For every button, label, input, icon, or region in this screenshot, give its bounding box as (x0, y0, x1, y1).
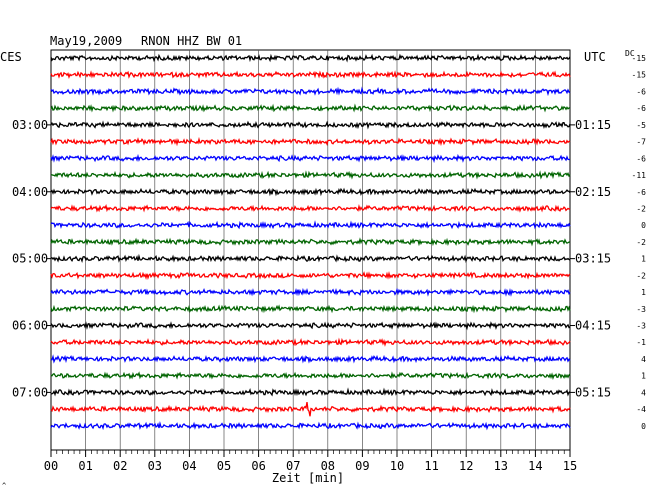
dc-offset-value: -2 (636, 271, 646, 280)
header-station: RNON HHZ BW 01 (141, 34, 242, 48)
header-date: May19,2009 (50, 34, 122, 48)
x-tick-label: 03 (148, 459, 162, 473)
left-hour-label: 06:00 (12, 319, 48, 333)
trace-line (50, 136, 571, 147)
dc-offset-value: 4 (641, 388, 646, 397)
trace-line (50, 287, 571, 297)
trace-line (50, 204, 571, 213)
right-hour-label: 03:15 (575, 252, 611, 266)
trace-line (50, 170, 571, 180)
x-axis-ticks: 00 01 02 03 04 05 06 07 08 09 10 11 12 13 14 15 (44, 450, 577, 473)
x-tick-label: 06 (251, 459, 265, 473)
x-tick-label: 11 (424, 459, 438, 473)
dc-label: DC (625, 49, 635, 58)
trace-line (50, 321, 571, 331)
x-tick-label: 10 (390, 459, 404, 473)
trace-line (50, 86, 571, 97)
trace-line (50, 253, 571, 264)
dc-offset-value: -6 (636, 104, 646, 113)
trace-line (50, 187, 571, 197)
trace-line (50, 304, 571, 314)
x-tick-label: 15 (563, 459, 577, 473)
left-hour-label: 07:00 (12, 385, 48, 399)
dc-offset-value: -11 (632, 171, 647, 180)
trace-line (50, 354, 571, 364)
x-tick-label: 04 (182, 459, 196, 473)
dc-offset-value: -4 (636, 405, 646, 414)
left-hour-label: 03:00 (12, 118, 48, 132)
x-tick-label: 02 (113, 459, 127, 473)
dc-offset-value: -3 (636, 322, 646, 331)
trace-line (50, 237, 571, 247)
trace-line (50, 371, 571, 380)
trace-line (50, 120, 571, 130)
trace-line (50, 420, 571, 431)
dc-offset-value: 1 (641, 255, 646, 264)
dc-offset-value: 4 (641, 355, 646, 364)
trace-line (50, 387, 571, 397)
trace-line (50, 220, 571, 230)
dc-offset-value: -6 (636, 188, 646, 197)
x-tick-label: 07 (286, 459, 300, 473)
x-tick-label: 09 (355, 459, 369, 473)
left-hour-label: 05:00 (12, 252, 48, 266)
right-hour-label: 04:15 (575, 319, 611, 333)
dc-offset-value: 1 (641, 372, 646, 381)
dc-offset-value: -1 (636, 338, 646, 347)
right-time-labels: 01:15 02:15 03:15 04:15 05:15 (570, 118, 611, 399)
x-tick-label: 01 (78, 459, 92, 473)
dc-offset-value: -5 (636, 121, 646, 130)
x-tick-label: 12 (459, 459, 473, 473)
dc-offset-value: -15 (632, 71, 647, 80)
right-hour-label: 01:15 (575, 118, 611, 132)
trace-line (50, 70, 571, 80)
dc-offset-value: 0 (641, 422, 646, 431)
x-tick-label: 13 (494, 459, 508, 473)
left-time-labels: 03:00 04:00 05:00 06:00 07:00 (12, 118, 51, 399)
dc-offset-value: 1 (641, 288, 646, 297)
dc-offset-value: -6 (636, 87, 646, 96)
dc-offset-value: -6 (636, 154, 646, 163)
right-timezone-label: UTC (584, 50, 606, 64)
trace-group (50, 53, 571, 431)
trace-line (50, 337, 571, 347)
right-hour-label: 05:15 (575, 385, 611, 399)
trace-line (50, 271, 571, 281)
left-timezone-label: CES (0, 50, 22, 64)
trace-line (50, 401, 571, 417)
dc-offset-value: 0 (641, 221, 646, 230)
dc-offset-value: -7 (636, 138, 646, 147)
dc-offset-column: -15 -15 -6 -6 -5 -7 -6 -11 -6 -2 0 -2 1 -2 1 -3 -3 -1 4 1 4 -… (632, 54, 647, 431)
x-tick-label: 05 (217, 459, 231, 473)
x-tick-label: 00 (44, 459, 58, 473)
x-tick-label: 08 (321, 459, 335, 473)
dc-offset-value: -15 (632, 54, 647, 63)
x-axis-label: Zeit [min] (272, 471, 344, 485)
trace-line (50, 103, 571, 113)
right-hour-label: 02:15 (575, 185, 611, 199)
dc-offset-value: -2 (636, 204, 646, 213)
minute-grid (85, 50, 536, 450)
left-hour-label: 04:00 (12, 185, 48, 199)
trace-line (50, 153, 570, 164)
dc-offset-value: -2 (636, 238, 646, 247)
dc-offset-value: -3 (636, 305, 646, 314)
footer-mark: ^ (2, 482, 6, 490)
x-tick-label: 14 (528, 459, 542, 473)
trace-line (50, 53, 571, 63)
